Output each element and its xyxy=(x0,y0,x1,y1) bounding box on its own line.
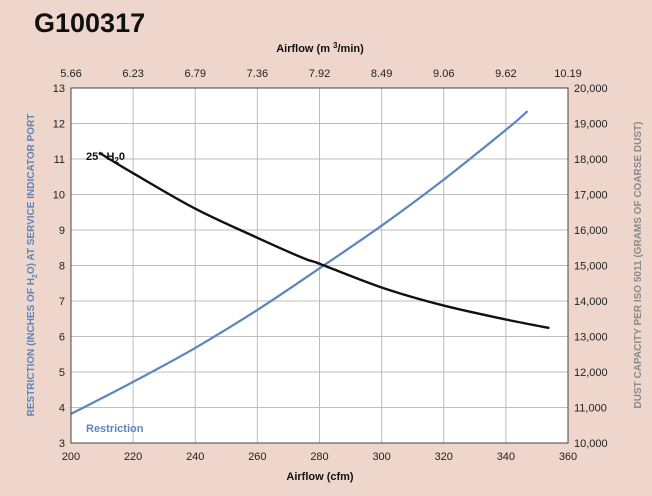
x2-tick-label: 6.23 xyxy=(122,68,143,80)
x-axis-title: Airflow (cfm) xyxy=(286,471,354,483)
x-tick-label: 300 xyxy=(372,451,390,463)
annotation-text: 25" H xyxy=(86,151,115,163)
x-tick-label: 220 xyxy=(124,451,142,463)
y-axis-title: RESTRICTION (INCHES OF H2O) AT SERVICE I… xyxy=(26,114,39,417)
x2-tick-label: 9.62 xyxy=(495,68,516,80)
y-tick-label: 11 xyxy=(54,154,65,166)
x-tick-label: 280 xyxy=(310,451,328,463)
plot-frame xyxy=(70,87,569,444)
tick-labels: 2005.662206.232406.792607.362807.923008.… xyxy=(53,68,608,463)
y2-tick-label: 18,000 xyxy=(574,154,608,166)
grid xyxy=(70,87,569,444)
restriction-series-line xyxy=(70,110,529,415)
x2-tick-label: 10.19 xyxy=(554,68,582,80)
y-tick-label: 7 xyxy=(59,296,65,308)
x-tick-label: 240 xyxy=(186,451,204,463)
y-tick-label: 12 xyxy=(53,119,65,131)
y-tick-label: 3 xyxy=(59,438,65,450)
annotation-text: 0 xyxy=(119,151,125,163)
y2-tick-label: 19,000 xyxy=(574,119,608,131)
y-tick-label: 5 xyxy=(59,367,65,379)
y2-tick-label: 11,000 xyxy=(574,403,607,415)
x-tick-label: 200 xyxy=(62,451,80,463)
y2-tick-label: 12,000 xyxy=(574,367,608,379)
y2-tick-label: 10,000 xyxy=(574,438,608,450)
superscript-3: 3 xyxy=(333,41,338,50)
y-tick-label: 13 xyxy=(53,83,65,95)
page-title: G100317 xyxy=(34,8,146,38)
y-axis-title-part: O) AT SERVICE INDICATOR PORT xyxy=(26,114,37,275)
y2-tick-label: 20,000 xyxy=(574,83,608,95)
x2-axis-title: Airflow (m 3/min) xyxy=(276,41,364,55)
x-tick-label: 260 xyxy=(248,451,266,463)
y-tick-label: 10 xyxy=(53,190,65,202)
y-tick-label: 8 xyxy=(59,261,65,273)
y-tick-label: 6 xyxy=(59,332,65,344)
series-layer xyxy=(70,110,550,415)
y2-tick-label: 13,000 xyxy=(574,332,608,344)
x2-tick-label: 7.92 xyxy=(309,68,330,80)
y2-tick-label: 15,000 xyxy=(574,261,608,273)
x2-tick-label: 9.06 xyxy=(433,68,454,80)
y2-tick-label: 16,000 xyxy=(574,225,608,237)
dust-capacity-series-line xyxy=(98,151,550,330)
y-axis-title-part: RESTRICTION (INCHES OF H xyxy=(26,278,37,416)
y-tick-label: 4 xyxy=(59,403,65,415)
restriction-label: Restriction xyxy=(86,423,144,435)
x-tick-label: 360 xyxy=(559,451,577,463)
x2-tick-label: 7.36 xyxy=(247,68,268,80)
x2-tick-label: 5.66 xyxy=(60,68,81,80)
x2-tick-label: 8.49 xyxy=(371,68,392,80)
x2-tick-label: 6.79 xyxy=(185,68,206,80)
y2-tick-label: 14,000 xyxy=(574,296,608,308)
x2-axis-title-text: Airflow (m xyxy=(276,43,330,55)
y2-tick-label: 17,000 xyxy=(574,190,608,202)
y2-axis-title: DUST CAPACITY PER ISO 5011 (GRAMS OF COA… xyxy=(633,122,644,409)
annotation-subscript: 2 xyxy=(114,156,119,165)
x-tick-label: 320 xyxy=(435,451,453,463)
dust-capacity-label: 25" H20 xyxy=(86,151,125,165)
y-tick-label: 9 xyxy=(59,225,65,237)
x-tick-label: 340 xyxy=(497,451,515,463)
x2-axis-title-rest: /min) xyxy=(338,43,365,55)
y-axis-title-subscript: 2 xyxy=(32,274,39,278)
